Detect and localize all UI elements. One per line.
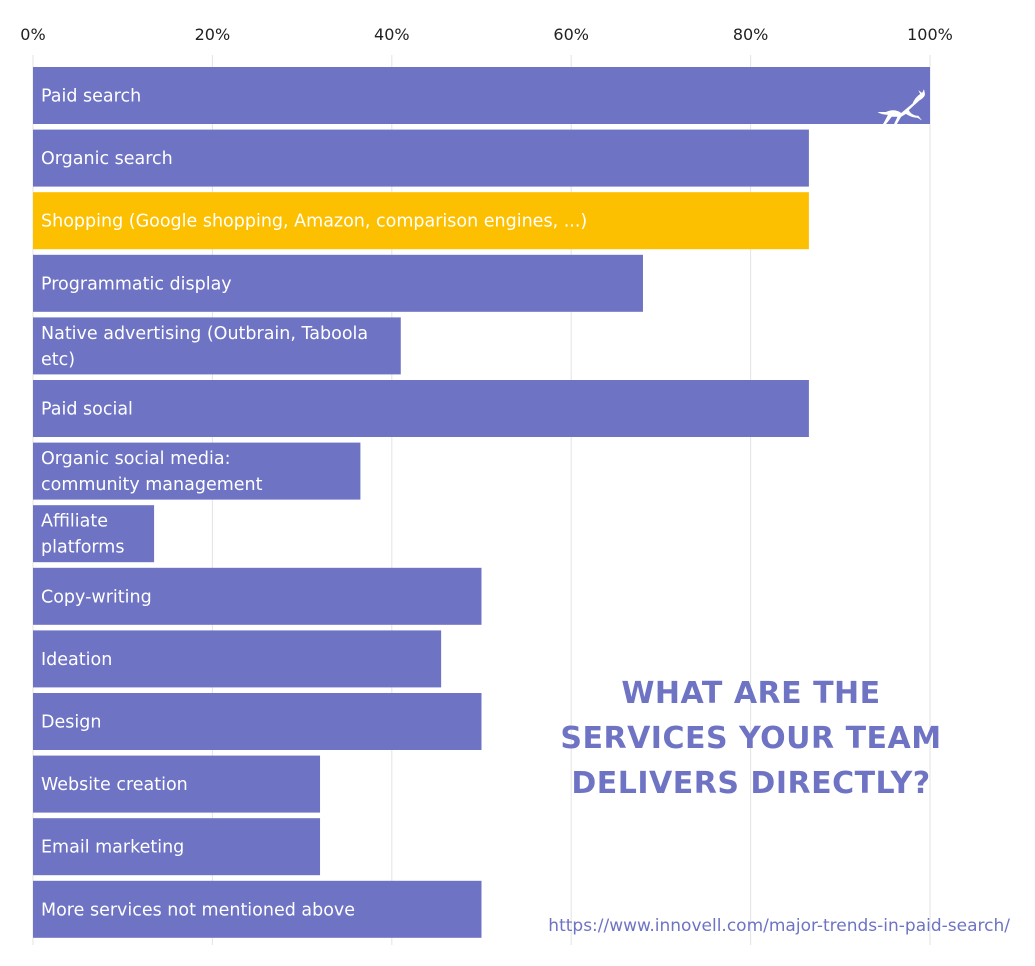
x-tick-label: 60% [553,25,589,44]
bar [33,192,809,250]
bar-group: Affiliate platforms [33,505,155,563]
bar [33,254,643,312]
bar-group: Programmatic display [33,254,643,312]
bar-group: More services not mentioned above [33,880,482,938]
bar [33,380,809,437]
source-url: https://www.innovell.com/major-trends-in… [548,916,1010,936]
bar-label: Website creation [41,775,188,795]
bar-label: Email marketing [41,838,184,858]
bar-label: Native advertising (Outbrain, Taboola [41,324,368,344]
bar-label: Paid social [41,400,133,420]
bar [33,818,321,876]
bar-group: Paid social [33,380,809,437]
bar-group: Website creation [33,755,321,813]
bar-label: etc) [41,350,75,370]
bars: Paid search Organic search Shopping (Googl… [33,67,930,938]
bar [33,880,482,938]
bar-label: community management [41,475,263,495]
bar-group: Copy-writing [33,567,482,625]
bar-label: Copy-writing [41,587,152,607]
bar-group: Ideation [33,630,442,688]
bar [33,505,155,563]
title-line-1: WHAT ARE THE [621,676,880,711]
x-tick-label: 40% [374,25,410,44]
bar [33,67,930,124]
bar-label: platforms [41,538,124,558]
bar-group: Organic social media: community managemen… [33,442,361,500]
bar [33,630,442,688]
bar-label: Ideation [41,650,112,670]
bar [33,755,321,813]
bar [33,693,482,750]
bar-group: Email marketing [33,818,321,876]
x-tick-label: 80% [733,25,769,44]
bar-label: Paid search [41,87,141,107]
chart-title: WHAT ARE THE SERVICES YOUR TEAM DELIVERS… [560,676,941,801]
bar [33,567,482,625]
bar-label: Affiliate [41,512,108,532]
bar-label: Shopping (Google shopping, Amazon, compa… [41,212,587,232]
bar-group: Native advertising (Outbrain, Taboola etc… [33,317,401,375]
bar [33,129,809,187]
bar [33,317,401,375]
bar-group: Paid search [33,67,930,124]
bar-label: Organic social media: [41,449,231,469]
bar-label: Design [41,713,101,733]
x-axis-ticks: 0% 20% 40% 60% 80% 100% [20,25,953,44]
x-tick-label: 20% [195,25,231,44]
bar-group: Organic search [33,129,809,187]
title-line-3: DELIVERS DIRECTLY? [571,766,930,801]
x-tick-label: 100% [907,25,953,44]
leaping-deer-icon [877,89,925,128]
x-tick-label: 0% [20,25,45,44]
bar-group: Design [33,693,482,750]
title-line-2: SERVICES YOUR TEAM [560,721,941,756]
bar-label: More services not mentioned above [41,900,355,920]
bar [33,442,361,500]
bar-group: Shopping (Google shopping, Amazon, compa… [33,192,809,250]
bar-label: Programmatic display [41,274,232,294]
bar-label: Organic search [41,149,173,169]
